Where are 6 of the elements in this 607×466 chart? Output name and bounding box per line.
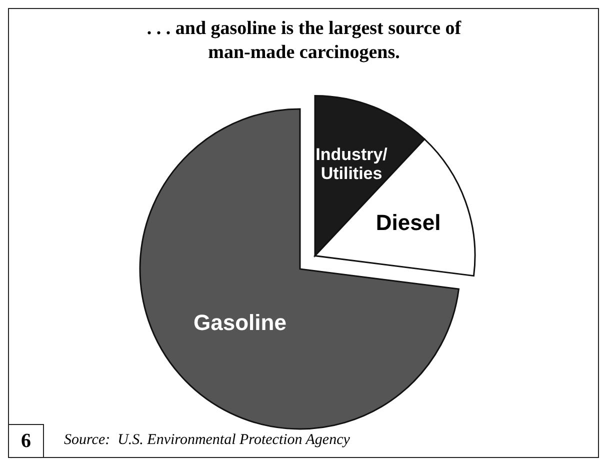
slice-label: Industry/Utilities <box>316 144 388 182</box>
source-note: Source: U.S. Environmental Protection Agency <box>64 432 350 449</box>
slice-label: Gasoline <box>194 309 286 334</box>
chart-title: . . . and gasoline is the largest source of man-made carcinogens. <box>146 17 462 65</box>
text: 6 <box>9 424 44 457</box>
slice-label: Diesel <box>376 210 441 235</box>
